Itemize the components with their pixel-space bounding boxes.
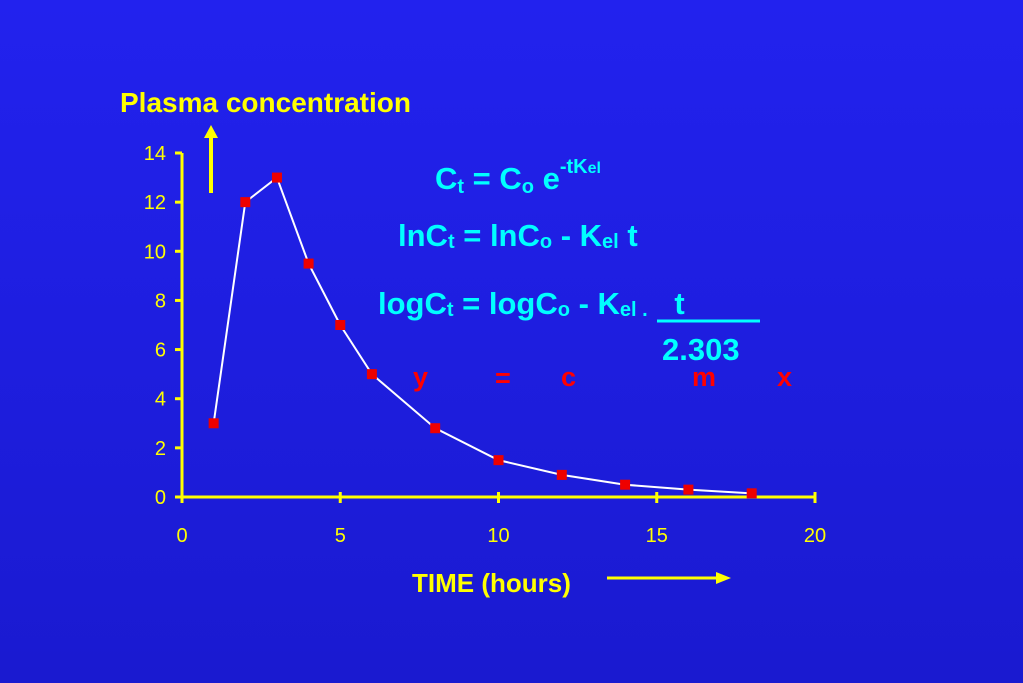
y-tick-label: 4 bbox=[155, 389, 166, 411]
eq-part: = logC bbox=[454, 286, 558, 321]
data-point bbox=[493, 455, 504, 466]
x-tick-label: 0 bbox=[176, 525, 187, 547]
term: = bbox=[495, 363, 511, 393]
data-point bbox=[335, 320, 346, 330]
y-tick-label: 12 bbox=[144, 192, 166, 214]
data-point bbox=[556, 469, 567, 480]
term: y bbox=[413, 362, 428, 392]
data-point bbox=[366, 369, 377, 380]
equation-1: Ct = Co e-tKel bbox=[435, 156, 601, 198]
data-point bbox=[430, 423, 441, 434]
y-arrow-head bbox=[204, 125, 218, 138]
data-point bbox=[746, 488, 757, 499]
eq-sub: el bbox=[602, 231, 619, 253]
x-arrow-head bbox=[716, 572, 731, 584]
data-point bbox=[240, 197, 251, 208]
eq-sub: t bbox=[448, 231, 455, 253]
x-tick-label: 20 bbox=[804, 525, 826, 547]
y-tick-label: 6 bbox=[155, 340, 166, 362]
eq-sup: -tK bbox=[560, 156, 588, 178]
eq-part: = C bbox=[464, 161, 522, 196]
x-axis-label: TIME (hours) bbox=[412, 568, 571, 598]
data-point bbox=[683, 484, 694, 495]
x-tick-label: 15 bbox=[646, 525, 668, 547]
eq-sub: t bbox=[457, 176, 464, 198]
eq-sup-sub: el bbox=[588, 160, 601, 177]
term: m bbox=[692, 362, 716, 392]
term: x bbox=[777, 362, 792, 392]
eq-part: - K bbox=[552, 218, 603, 253]
x-tick-label: 5 bbox=[335, 525, 346, 547]
equation-2: lnCt = lnCo - Kel t bbox=[398, 218, 638, 253]
data-point bbox=[271, 172, 282, 183]
y-tick-label: 2 bbox=[155, 438, 166, 460]
term: c bbox=[561, 362, 576, 392]
eq-part: logC bbox=[378, 286, 447, 321]
arrows bbox=[204, 125, 731, 584]
data-point bbox=[303, 258, 314, 269]
y-axis-label: Plasma concentration bbox=[120, 87, 411, 118]
eq-sub: o bbox=[522, 176, 534, 198]
y-tick-label: 14 bbox=[144, 143, 166, 165]
eq-sub: t bbox=[447, 299, 454, 321]
eq-part: lnC bbox=[398, 218, 448, 253]
x-tick-label: 10 bbox=[487, 525, 509, 547]
data-line bbox=[212, 175, 752, 495]
eq-sub: o bbox=[558, 299, 570, 321]
eq-part: t bbox=[666, 286, 685, 321]
eq-part: e bbox=[534, 161, 560, 196]
y-tick-label: 0 bbox=[155, 487, 166, 509]
eq-sub: el . bbox=[620, 299, 648, 321]
y-tick-label: 10 bbox=[144, 241, 166, 263]
eq-part: t bbox=[619, 218, 638, 253]
eq-part: = lnC bbox=[455, 218, 540, 253]
eq-part: K bbox=[598, 286, 621, 321]
data-point bbox=[620, 479, 631, 490]
equation-3: logCt = logCo - Kel . t bbox=[378, 286, 685, 321]
denominator: 2.303 bbox=[662, 332, 740, 367]
y-tick-label: 8 bbox=[155, 290, 166, 312]
eq-part: C bbox=[435, 161, 457, 196]
eq-sub: o bbox=[540, 231, 552, 253]
eq-part: - bbox=[570, 286, 598, 321]
data-point bbox=[208, 418, 219, 429]
